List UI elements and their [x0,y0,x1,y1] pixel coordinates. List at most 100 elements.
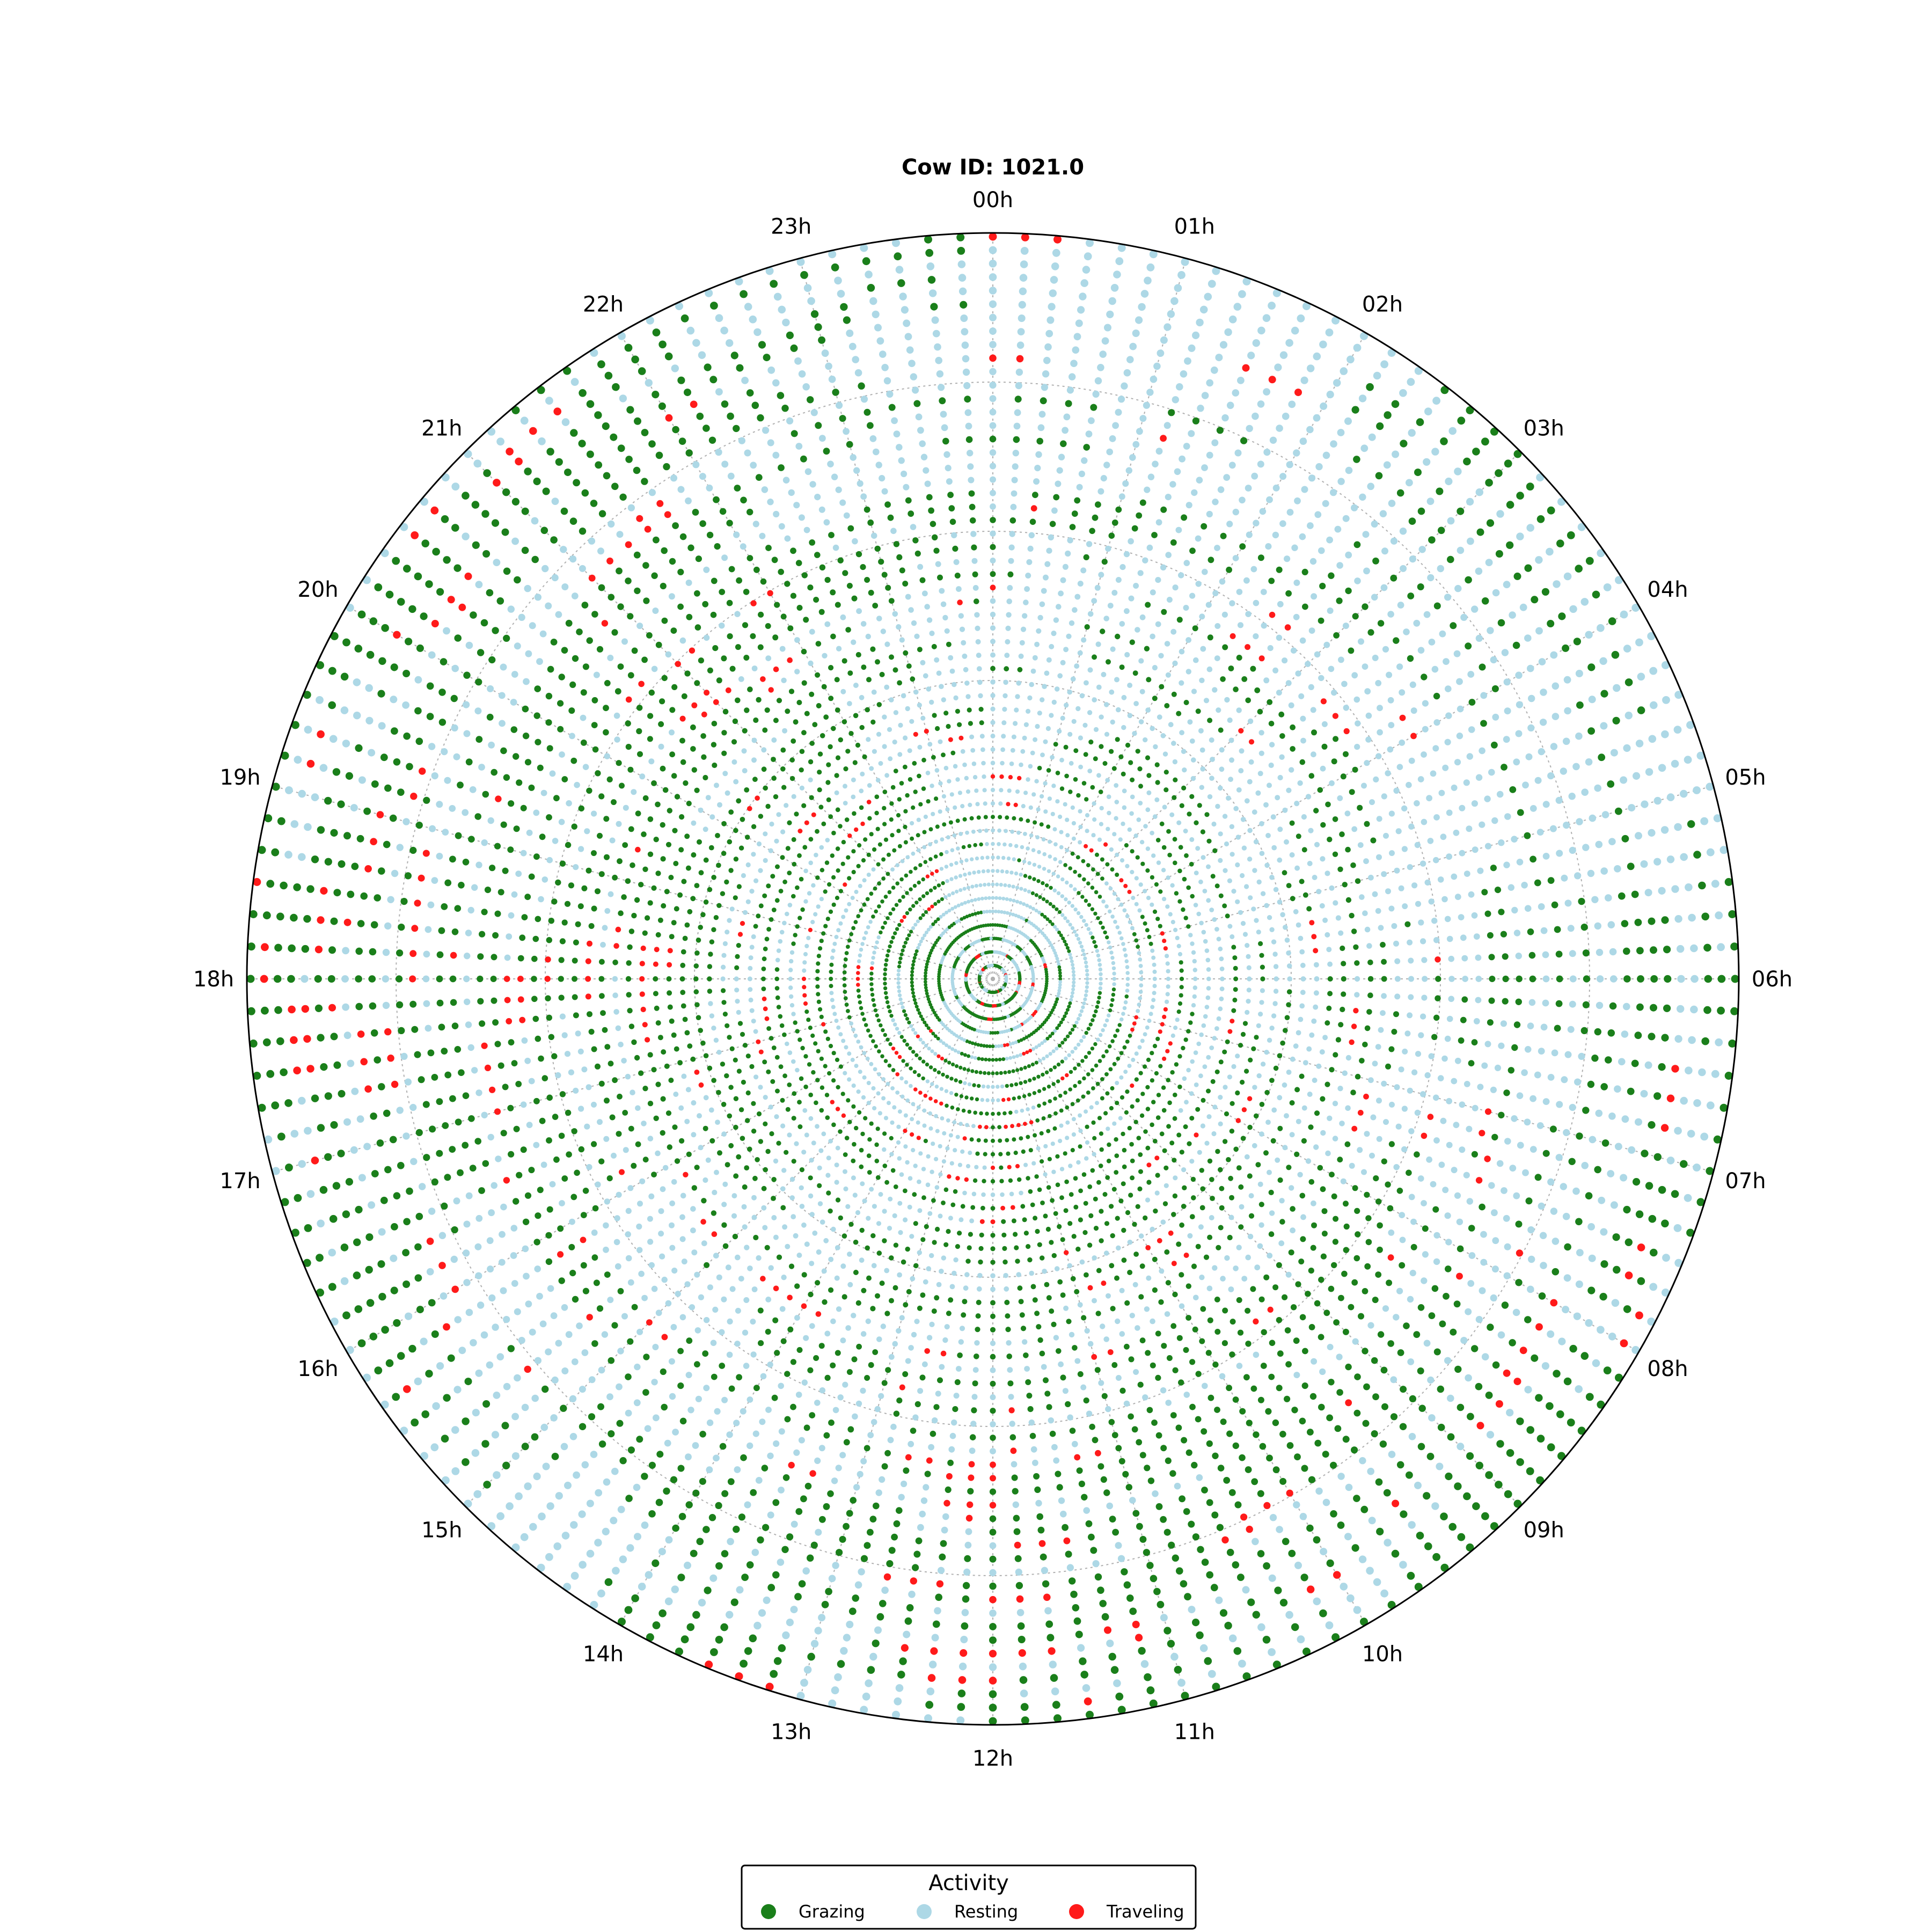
resting-point [1037,711,1042,715]
resting-point [1033,655,1038,661]
resting-point [1012,735,1016,740]
resting-point [1119,936,1124,941]
resting-point [947,893,951,897]
resting-point [1019,873,1022,876]
grazing-point [1181,1046,1185,1050]
grazing-point [1318,1277,1324,1283]
resting-point [831,1227,836,1232]
grazing-point [733,719,738,724]
resting-point [1069,1332,1074,1337]
grazing-point [1073,748,1078,753]
grazing-point [1248,1058,1253,1063]
resting-point [824,621,830,627]
resting-point [822,1268,827,1274]
resting-point [1291,648,1297,654]
grazing-point [868,590,874,596]
resting-point [1120,858,1124,862]
grazing-point [1100,1147,1104,1152]
resting-point [1325,1151,1331,1157]
resting-point [793,1233,799,1239]
resting-point [719,623,724,628]
resting-point [684,1281,690,1287]
grazing-point [838,1216,843,1220]
resting-point [1130,870,1134,874]
grazing-point [1342,882,1348,887]
resting-point [1011,748,1015,753]
traveling-point [1130,1084,1134,1088]
grazing-point [1129,1356,1135,1362]
resting-point [953,1257,958,1262]
grazing-point [859,806,864,810]
resting-point [1024,1366,1030,1372]
resting-point [1311,1201,1316,1206]
resting-point [1036,1146,1041,1151]
grazing-point [1046,768,1051,773]
resting-point [1397,764,1403,770]
resting-point [1364,760,1370,766]
resting-point [808,1194,813,1198]
resting-point [1276,690,1282,696]
grazing-point [1048,1157,1052,1161]
grazing-point [940,897,944,901]
grazing-point [825,1115,830,1120]
resting-point [1236,835,1241,839]
resting-point [1308,828,1313,833]
grazing-point [1274,1066,1279,1071]
grazing-point [604,1044,610,1050]
grazing-point [844,957,848,962]
resting-point [1110,647,1116,652]
grazing-point [704,1262,709,1268]
resting-point [1409,758,1415,764]
resting-point [926,1266,932,1271]
resting-point [1124,652,1130,657]
resting-point [922,590,928,596]
resting-point [1040,697,1044,702]
resting-point [712,1307,718,1313]
resting-point [922,1362,928,1367]
grazing-point [852,811,857,816]
grazing-point [1066,1035,1070,1038]
grazing-point [1160,1131,1165,1136]
grazing-point [884,996,888,999]
grazing-point [1153,1139,1158,1144]
resting-point [953,1148,957,1152]
resting-point [1078,581,1084,587]
grazing-point [786,1107,791,1112]
resting-point [752,1215,757,1220]
grazing-point [1018,1285,1023,1291]
resting-point [1077,1017,1080,1021]
resting-point [1408,976,1414,982]
grazing-point [1145,868,1150,873]
resting-point [939,1269,944,1274]
grazing-point [1189,547,1196,554]
resting-point [671,1268,677,1274]
resting-point [978,829,982,833]
grazing-point [667,808,672,813]
grazing-point [1186,885,1191,890]
resting-point [1242,846,1247,851]
resting-point [1135,627,1140,633]
grazing-point [1045,1071,1049,1074]
resting-point [1172,661,1177,666]
resting-point [1385,888,1391,894]
resting-point [761,1205,766,1211]
grazing-point [836,1085,840,1089]
traveling-point [999,774,1004,779]
grazing-point [853,760,858,765]
resting-point [1079,915,1083,919]
resting-point [1448,956,1454,962]
resting-point [1103,1336,1109,1342]
grazing-point [845,951,849,955]
grazing-point [876,827,880,831]
grazing-point [885,954,889,957]
grazing-point [625,720,631,726]
resting-point [1255,791,1261,796]
resting-point [1177,944,1181,948]
grazing-point [878,559,884,565]
grazing-point [1078,874,1082,878]
resting-point [999,788,1003,792]
grazing-point [1164,1249,1169,1255]
resting-point [1179,1108,1183,1113]
grazing-point [721,1102,727,1107]
resting-point [1124,551,1130,557]
